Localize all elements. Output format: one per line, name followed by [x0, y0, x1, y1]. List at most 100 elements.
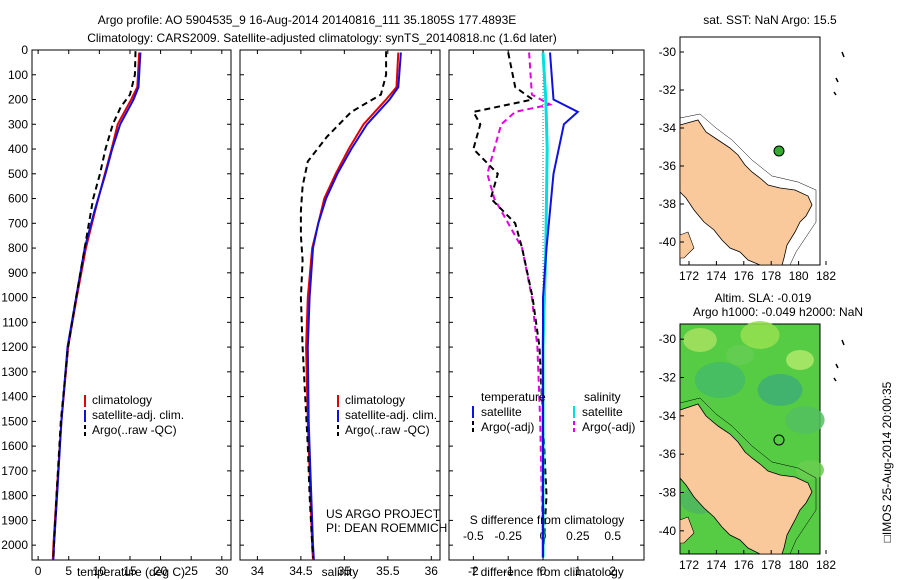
depth-tick-label: 100	[8, 68, 28, 82]
depth-tick-label: 1900	[1, 513, 28, 527]
series-line-t-satellite	[542, 52, 580, 558]
lon-tick-label: 174	[706, 269, 726, 283]
depth-tick-label: 1500	[1, 414, 28, 428]
lon-tick-label: 182	[816, 269, 836, 283]
altimetry-sla-field	[680, 321, 825, 514]
temperature-panel: 0100200300400500600700800900100011001200…	[1, 43, 644, 579]
lat-tick-label: -32	[659, 371, 677, 385]
legend-label-t-satellite: satellite	[481, 405, 522, 419]
sla-patch	[694, 362, 746, 398]
x-tick-label: 25	[185, 564, 199, 578]
sst-map-isobath	[679, 113, 817, 266]
depth-tick-label: 1200	[1, 340, 28, 354]
salinity-lines	[299, 51, 402, 561]
depth-tick-label: 900	[8, 266, 28, 280]
x-tick-label: 30	[215, 564, 229, 578]
legend-label-s-argo: Argo(-adj)	[582, 420, 635, 434]
s-tick-label: 0.25	[566, 529, 590, 543]
x-tick-label: 0	[540, 564, 547, 578]
x-tick-label: 0	[35, 564, 42, 578]
altimetry-title-line1: Altim. SLA: -0.019	[715, 291, 812, 305]
lon-tick-label: 178	[761, 269, 781, 283]
x-tick-label: -2	[468, 564, 479, 578]
depth-tick-label: 1700	[1, 464, 28, 478]
lon-tick-label: 174	[706, 558, 726, 572]
depth-tick-label: 1600	[1, 439, 28, 453]
sla-patch	[786, 350, 814, 370]
pi-label: PI: DEAN ROEMMICH	[326, 521, 447, 535]
sst-map-lat-ticks: -30 -32 -34 -36 -38 -40	[659, 45, 684, 249]
salinity-xlabel: salinity	[322, 565, 359, 579]
sla-patch	[683, 328, 717, 352]
lat-tick-label: -32	[659, 83, 677, 97]
sst-map-argo-marker	[773, 145, 785, 157]
legend-header-temperature: temperature	[481, 390, 546, 404]
sst-map-title: sat. SST: NaN Argo: 15.5	[703, 13, 837, 27]
depth-tick-label: 0	[21, 43, 28, 57]
temperature-legend: climatology satellite-adj. clim. Argo(..…	[84, 393, 184, 437]
s-tick-label: -0.5	[463, 529, 484, 543]
legend-label-t-argo: Argo(-adj)	[481, 420, 534, 434]
salinity-panel: 34 34.5 35 35.5 36 salinity climatology sate…	[239, 49, 447, 579]
depth-tick-label: 2000	[1, 538, 28, 552]
sla-patch	[740, 321, 780, 349]
difference-legend: temperature salinity satellite Argo(-adj…	[472, 390, 635, 434]
altimetry-map-islands	[833, 339, 845, 382]
salinity-legend: climatology satellite-adj. clim. Argo(..…	[337, 393, 437, 437]
series-line-argo-raw-qc	[299, 51, 388, 558]
lat-tick-label: -30	[659, 45, 677, 59]
lon-tick-label: 176	[734, 269, 754, 283]
altimetry-map-land	[679, 403, 813, 555]
legend-label-climatology: climatology	[345, 393, 405, 407]
series-line-s-argo-adj	[486, 52, 553, 558]
temperature-frame	[31, 49, 232, 561]
x-tick-label: 35	[338, 564, 352, 578]
series-line-climatology	[305, 52, 400, 561]
x-tick-label: 1	[574, 564, 581, 578]
depth-tick-label: 400	[8, 142, 28, 156]
series-line-satellite-adj-clim	[52, 52, 142, 561]
temperature-xlabel: temperature (deg C)	[77, 565, 185, 579]
legend-label-climatology: climatology	[92, 393, 152, 407]
imos-timestamp-label: □IMOS 25-Aug-2014 20:00:35	[880, 381, 894, 542]
lat-tick-label: -30	[659, 332, 677, 346]
sst-map-land	[679, 119, 813, 266]
depth-tick-label: 1000	[1, 291, 28, 305]
depth-tick-label: 1400	[1, 390, 28, 404]
lon-tick-label: 176	[734, 558, 754, 572]
sla-patch	[785, 406, 825, 434]
altimetry-map-lon-ticks: 172 174 176 178 180 182	[679, 550, 836, 572]
x-tick-label: 15	[123, 564, 137, 578]
salinity-axis-ticks: 34 34.5 35 35.5 36	[251, 50, 438, 578]
depth-axis-ticks: 0 100 200 300 400 500 600 700 800 900 1000 1100 1200…	[1, 43, 644, 552]
x-tick-label: -1	[503, 564, 514, 578]
lon-tick-label: 180	[789, 269, 809, 283]
altimetry-map-lat-ticks: -30 -32 -34 -36 -38 -40	[659, 332, 684, 538]
figure-title-line2: Climatology: CARS2009. Satellite-adjuste…	[87, 31, 557, 45]
x-tick-label: 10	[93, 564, 107, 578]
lon-tick-label: 180	[789, 558, 809, 572]
x-tick-label: 2	[609, 564, 616, 578]
sla-patch	[796, 460, 824, 480]
sst-map-islands	[833, 51, 845, 96]
temperature-lines	[51, 51, 142, 561]
difference-panel: -2 -1 0 1 2 -0.5 -0.25 0 0.25 0.5 T difference f…	[448, 49, 645, 579]
series-line-argo-raw-qc	[52, 51, 137, 558]
difference-lines	[471, 52, 580, 558]
legend-label-satellite: satellite-adj. clim.	[345, 408, 437, 422]
lat-tick-label: -40	[659, 235, 677, 249]
x-tick-label: 35.5	[376, 564, 400, 578]
s-tick-label: 0.5	[604, 529, 621, 543]
altimetry-title-line2: Argo h1000: -0.049 h2000: NaN	[693, 305, 863, 319]
sst-map-lon-ticks: 172 174 176 178 180 182	[679, 261, 836, 283]
x-tick-label: 34	[251, 564, 265, 578]
lon-tick-label: 178	[761, 558, 781, 572]
x-tick-label: 34.5	[289, 564, 313, 578]
lon-tick-label: 172	[679, 269, 699, 283]
legend-label-argo: Argo(..raw -QC)	[92, 423, 177, 437]
s-tick-label: -0.25	[495, 529, 523, 543]
altimetry-map-south-island	[679, 516, 695, 544]
lon-tick-label: 182	[816, 558, 836, 572]
temperature-axis-ticks: 0 5 10 15 20 25 30	[35, 50, 229, 578]
sla-patch	[757, 374, 803, 406]
